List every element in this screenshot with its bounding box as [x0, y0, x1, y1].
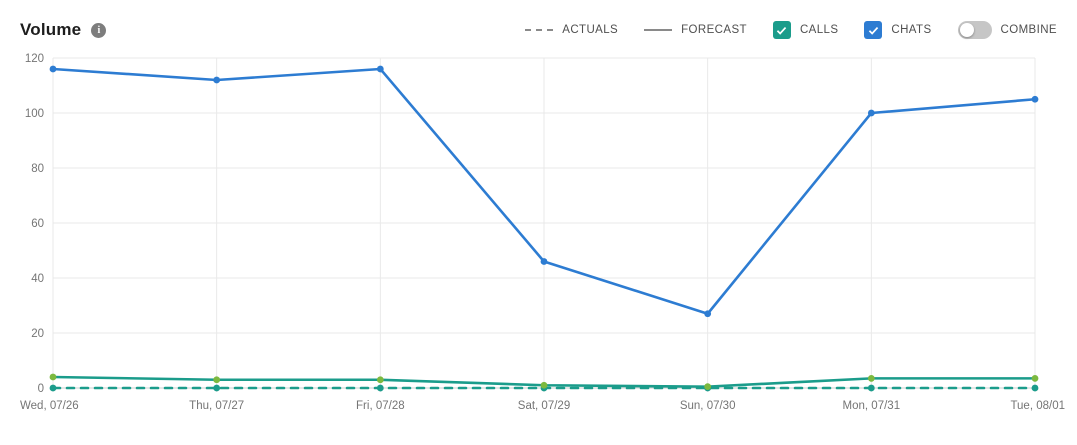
line-chart: 0 20 40 60 80 100 120 Wed, 07/26 Thu, 07/27 Fri, … [20, 53, 1065, 412]
info-icon[interactable]: i [91, 22, 107, 38]
legend-combine-label: COMBINE [1000, 24, 1057, 36]
calls-actuals-point [1031, 384, 1039, 392]
dashed-line-icon [525, 29, 554, 31]
x-axis-label: Thu, 07/27 [189, 400, 244, 412]
x-axis-label: Wed, 07/26 [20, 400, 79, 412]
legend-calls-label: CALLS [799, 24, 839, 36]
legend-actuals: ACTUALS [525, 24, 618, 36]
combine-toggle[interactable] [957, 21, 992, 39]
calls-forecast-point [49, 373, 57, 381]
checkmark-icon [868, 26, 879, 35]
calls-actuals-point [213, 384, 221, 392]
chats-forecast-point [49, 65, 57, 73]
calls-actuals-point [49, 384, 57, 392]
calls-actuals-point [867, 384, 875, 392]
checkmark-icon [777, 26, 787, 35]
chats-forecast-point [704, 310, 712, 318]
legend-forecast-label: FORECAST [681, 24, 747, 36]
y-axis-tick-label: 100 [25, 108, 44, 120]
chart-header: Volume i ACTUALS FORECAST CALLS [0, 0, 1077, 48]
calls-checkbox[interactable] [772, 21, 791, 39]
legend: ACTUALS FORECAST CALLS CHATS COMBINE [525, 21, 1057, 39]
y-axis-tick-label: 20 [31, 328, 44, 340]
page-title: Volume [20, 20, 82, 39]
legend-chats-label: CHATS [891, 24, 932, 36]
y-axis-tick-label: 40 [31, 273, 44, 285]
x-axis-label: Fri, 07/28 [356, 400, 405, 412]
legend-calls: CALLS [772, 21, 839, 39]
calls-forecast-point [376, 376, 384, 384]
chart-area: 0 20 40 60 80 100 120 Wed, 07/26 Thu, 07/27 Fri, … [0, 48, 1077, 438]
legend-combine: COMBINE [957, 21, 1057, 39]
y-axis-tick-label: 0 [38, 383, 44, 395]
chats-forecast-point [1031, 95, 1039, 103]
solid-line-icon [644, 29, 673, 31]
chats-forecast-point [213, 76, 221, 84]
calls-forecast-point [1031, 374, 1039, 382]
x-axis-label: Mon, 07/31 [843, 400, 901, 412]
calls-forecast-point [540, 381, 548, 389]
y-axis-tick-label: 60 [31, 218, 44, 230]
calls-actuals-point [376, 384, 384, 392]
x-axis-label: Tue, 08/01 [1010, 400, 1065, 412]
calls-forecast-point [867, 374, 875, 382]
x-axis-label: Sat, 07/29 [518, 400, 570, 412]
chats-checkbox[interactable] [864, 21, 883, 39]
x-axis-label: Sun, 07/30 [680, 400, 736, 412]
toggle-knob [959, 23, 974, 37]
legend-chats: CHATS [864, 21, 931, 39]
legend-forecast: FORECAST [644, 24, 747, 36]
chats-forecast-point [376, 65, 384, 73]
chats-forecast-point [540, 258, 548, 265]
legend-actuals-label: ACTUALS [562, 24, 619, 36]
chats-forecast-point [867, 109, 875, 117]
y-axis-tick-label: 120 [25, 53, 44, 65]
calls-forecast-point [213, 376, 221, 384]
calls-forecast-point [704, 383, 712, 391]
y-axis-tick-label: 80 [31, 163, 44, 175]
